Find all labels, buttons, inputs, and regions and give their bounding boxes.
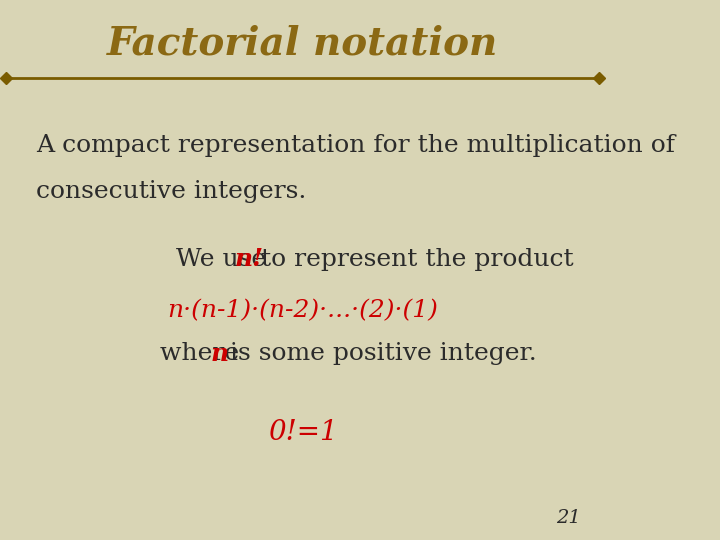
Text: consecutive integers.: consecutive integers. bbox=[36, 180, 307, 203]
Text: We use: We use bbox=[176, 248, 274, 271]
Text: is some positive integer.: is some positive integer. bbox=[222, 342, 537, 365]
Text: where: where bbox=[161, 342, 248, 365]
Text: 21: 21 bbox=[557, 509, 581, 528]
Text: A compact representation for the multiplication of: A compact representation for the multipl… bbox=[36, 134, 675, 157]
Text: n: n bbox=[210, 342, 228, 366]
Text: Factorial notation: Factorial notation bbox=[107, 24, 498, 62]
Text: n·(n-1)·(n-2)·...·(2)·(1): n·(n-1)·(n-2)·...·(2)·(1) bbox=[167, 299, 438, 322]
Text: to represent the product: to represent the product bbox=[253, 248, 573, 271]
Text: 0!=1: 0!=1 bbox=[268, 418, 338, 445]
Text: n!: n! bbox=[234, 247, 264, 271]
